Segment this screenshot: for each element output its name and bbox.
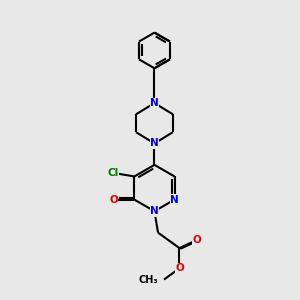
Text: Cl: Cl [107,168,118,178]
Text: N: N [150,139,159,148]
Text: O: O [193,235,202,245]
Text: CH₃: CH₃ [139,274,159,285]
Text: N: N [150,206,159,216]
Text: N: N [150,98,159,108]
Text: N: N [170,195,179,205]
Text: O: O [109,195,118,205]
Text: O: O [175,263,184,273]
